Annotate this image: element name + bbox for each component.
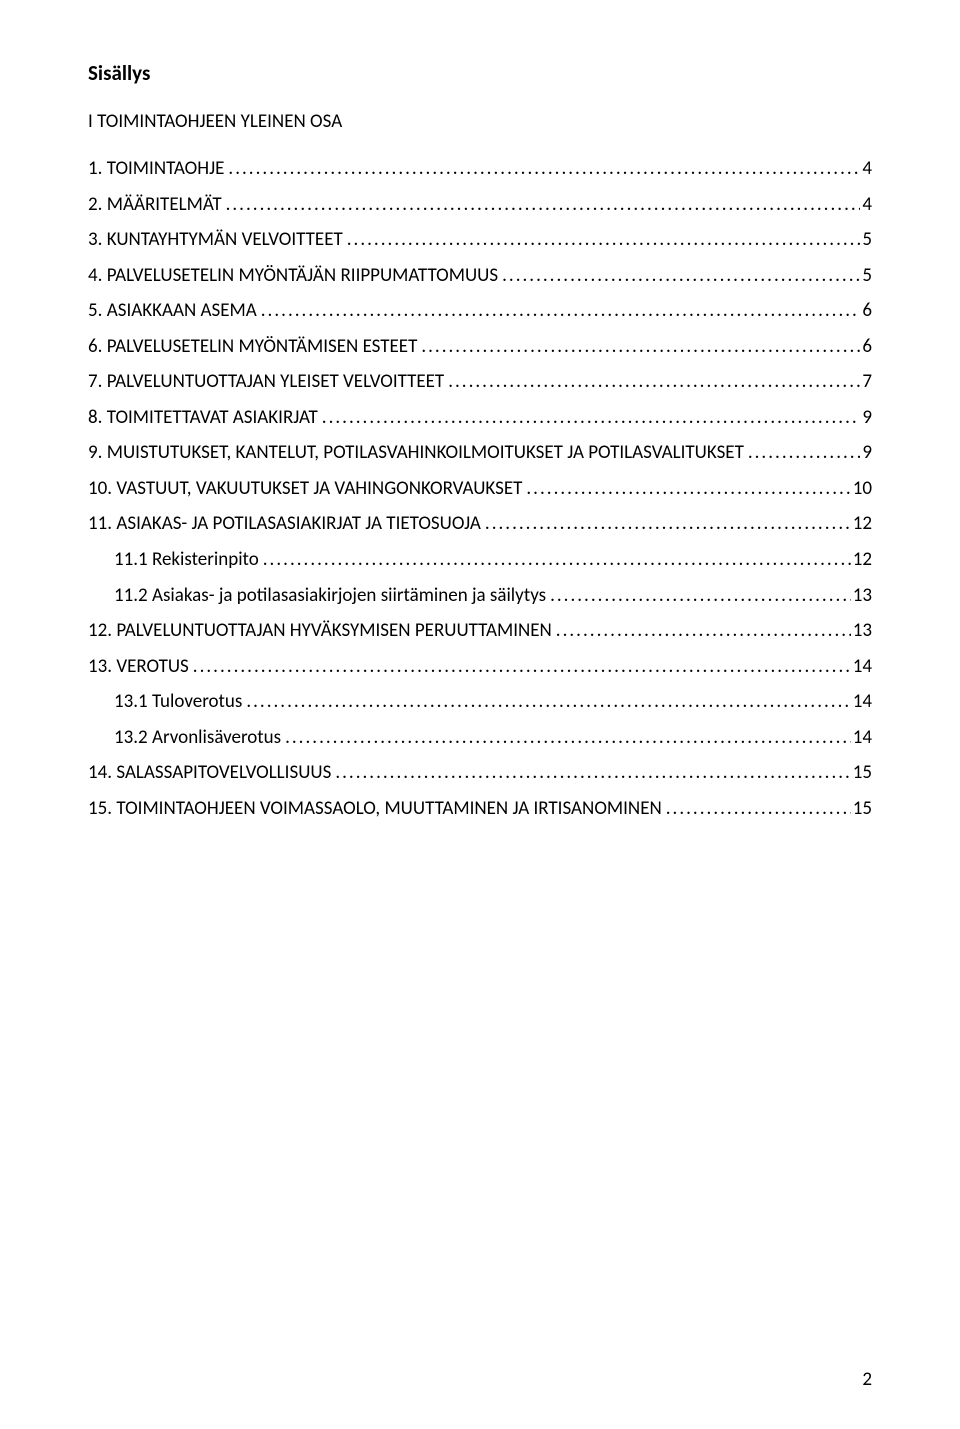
toc-leader-dots: ........................................… — [224, 155, 860, 183]
toc-entry: 9. MUISTUTUKSET, KANTELUT, POTILASVAHINK… — [88, 439, 872, 467]
toc-entry-page: 7 — [860, 368, 872, 396]
toc-entry-label: 11. ASIAKAS- JA POTILASASIAKIRJAT JA TIE… — [88, 510, 481, 538]
toc-entry-label: 5. ASIAKKAAN ASEMA — [88, 297, 257, 325]
toc-leader-dots: ........................................… — [444, 368, 860, 396]
toc-entry: 11.2 Asiakas- ja potilasasiakirjojen sii… — [88, 582, 872, 610]
toc-entry-page: 12 — [851, 510, 872, 538]
toc-leader-dots: ........................................… — [331, 759, 850, 787]
toc-entry: 13.1 Tuloverotus........................… — [88, 688, 872, 716]
toc-entry-label: 12. PALVELUNTUOTTAJAN HYVÄKSYMISEN PERUU… — [88, 617, 552, 645]
toc-entry-page: 5 — [860, 226, 872, 254]
toc-entry-page: 13 — [851, 582, 872, 610]
toc-leader-dots: ........................................… — [662, 795, 851, 823]
toc-entry-label: 13.1 Tuloverotus — [114, 688, 242, 716]
page-number: 2 — [862, 1368, 872, 1391]
toc-entry-page: 13 — [851, 617, 872, 645]
toc-entry-label: 4. PALVELUSETELIN MYÖNTÄJÄN RIIPPUMATTOM… — [88, 262, 498, 290]
toc-leader-dots: ........................................… — [257, 297, 861, 325]
toc-leader-dots: ........................................… — [222, 191, 861, 219]
toc-entry-label: 7. PALVELUNTUOTTAJAN YLEISET VELVOITTEET — [88, 368, 444, 396]
toc-entry-page: 5 — [860, 262, 872, 290]
toc-entry-label: 8. TOIMITETTAVAT ASIAKIRJAT — [88, 404, 318, 432]
toc-entry-label: 10. VASTUUT, VAKUUTUKSET JA VAHINGONKORV… — [88, 475, 522, 503]
toc-entry-label: 11.1 Rekisterinpito — [114, 546, 259, 574]
toc-entry-page: 10 — [851, 475, 872, 503]
toc-entry-label: 6. PALVELUSETELIN MYÖNTÄMISEN ESTEET — [88, 333, 417, 361]
toc-entry: 6. PALVELUSETELIN MYÖNTÄMISEN ESTEET....… — [88, 333, 872, 361]
toc-entry-label: 15. TOIMINTAOHJEEN VOIMASSAOLO, MUUTTAMI… — [88, 795, 662, 823]
toc-leader-dots: ........................................… — [281, 724, 851, 752]
toc-entry: 11. ASIAKAS- JA POTILASASIAKIRJAT JA TIE… — [88, 510, 872, 538]
toc-entry-page: 4 — [860, 191, 872, 219]
toc-leader-dots: ........................................… — [552, 617, 851, 645]
toc-entry: 8. TOIMITETTAVAT ASIAKIRJAT.............… — [88, 404, 872, 432]
toc-entry-label: 11.2 Asiakas- ja potilasasiakirjojen sii… — [114, 582, 546, 610]
toc-entry: 5. ASIAKKAAN ASEMA......................… — [88, 297, 872, 325]
toc-entry: 11.1 Rekisterinpito.....................… — [88, 546, 872, 574]
toc-leader-dots: ........................................… — [744, 439, 861, 467]
toc-entry: 7. PALVELUNTUOTTAJAN YLEISET VELVOITTEET… — [88, 368, 872, 396]
toc-entry: 10. VASTUUT, VAKUUTUKSET JA VAHINGONKORV… — [88, 475, 872, 503]
page-title: Sisällys — [88, 60, 872, 86]
toc-entry-page: 9 — [860, 439, 872, 467]
toc-entry-label: 2. MÄÄRITELMÄT — [88, 191, 222, 219]
toc-entry-page: 14 — [851, 724, 872, 752]
toc-entry-page: 12 — [851, 546, 872, 574]
toc-entry: 4. PALVELUSETELIN MYÖNTÄJÄN RIIPPUMATTOM… — [88, 262, 872, 290]
toc-leader-dots: ........................................… — [522, 475, 850, 503]
toc-entry-page: 6 — [860, 333, 872, 361]
section-label: I TOIMINTAOHJEEN YLEINEN OSA — [88, 110, 872, 133]
toc-entry-page: 14 — [851, 653, 872, 681]
toc-leader-dots: ........................................… — [417, 333, 860, 361]
toc-leader-dots: ........................................… — [259, 546, 851, 574]
toc-entry: 1. TOIMINTAOHJE.........................… — [88, 155, 872, 183]
toc-entry-page: 4 — [860, 155, 872, 183]
toc-leader-dots: ........................................… — [242, 688, 850, 716]
toc-entry-label: 14. SALASSAPITOVELVOLLISUUS — [88, 759, 331, 787]
toc-entry: 3. KUNTAYHTYMÄN VELVOITTEET.............… — [88, 226, 872, 254]
toc-entry: 14. SALASSAPITOVELVOLLISUUS.............… — [88, 759, 872, 787]
toc-entry: 2. MÄÄRITELMÄT..........................… — [88, 191, 872, 219]
toc-entry-page: 15 — [851, 795, 872, 823]
toc-entry-page: 9 — [860, 404, 872, 432]
toc-entry-page: 6 — [860, 297, 872, 325]
table-of-contents: 1. TOIMINTAOHJE.........................… — [88, 155, 872, 822]
toc-leader-dots: ........................................… — [343, 226, 861, 254]
document-page: Sisällys I TOIMINTAOHJEEN YLEINEN OSA 1.… — [0, 0, 960, 1429]
toc-entry-label: 9. MUISTUTUKSET, KANTELUT, POTILASVAHINK… — [88, 439, 744, 467]
toc-leader-dots: ........................................… — [481, 510, 851, 538]
toc-leader-dots: ........................................… — [498, 262, 860, 290]
toc-entry-label: 13.2 Arvonlisäverotus — [114, 724, 281, 752]
toc-entry: 15. TOIMINTAOHJEEN VOIMASSAOLO, MUUTTAMI… — [88, 795, 872, 823]
toc-leader-dots: ........................................… — [189, 653, 851, 681]
toc-entry: 12. PALVELUNTUOTTAJAN HYVÄKSYMISEN PERUU… — [88, 617, 872, 645]
toc-leader-dots: ........................................… — [546, 582, 851, 610]
toc-entry-page: 15 — [851, 759, 872, 787]
toc-entry-label: 1. TOIMINTAOHJE — [88, 155, 224, 183]
toc-leader-dots: ........................................… — [318, 404, 861, 432]
toc-entry-label: 3. KUNTAYHTYMÄN VELVOITTEET — [88, 226, 343, 254]
toc-entry-label: 13. VEROTUS — [88, 653, 189, 681]
toc-entry-page: 14 — [851, 688, 872, 716]
toc-entry: 13. VEROTUS.............................… — [88, 653, 872, 681]
toc-entry: 13.2 Arvonlisäverotus...................… — [88, 724, 872, 752]
